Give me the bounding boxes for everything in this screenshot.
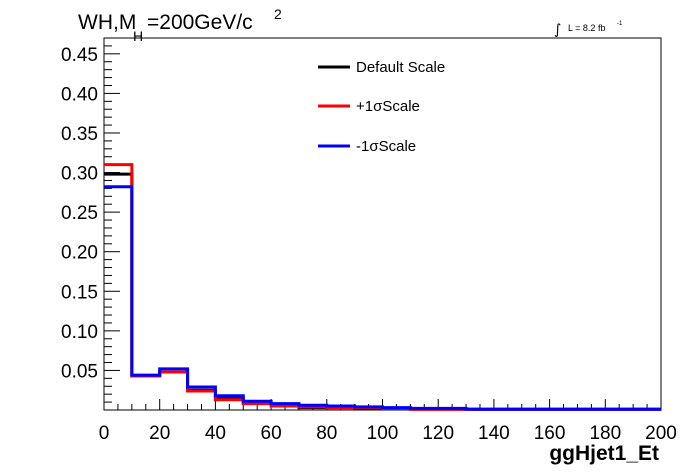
series-minus1sigma-scale [104, 185, 661, 411]
chart-title-rest: =200GeV/c [147, 11, 253, 34]
y-tick-label: 0.05 [61, 361, 98, 382]
x-tick-label: 200 [645, 423, 677, 444]
luminosity-label: L = 8.2 fb [568, 23, 605, 33]
y-tick-label: 0.45 [61, 45, 98, 66]
plot-frame [103, 37, 662, 411]
y-tick-label: 0.25 [61, 203, 98, 224]
x-tick-label: 100 [367, 423, 399, 444]
x-tick-label: 160 [534, 423, 566, 444]
legend-label-minus1sigma: -1σScale [356, 138, 416, 155]
legend: Default Scale +1σScale -1σScale [318, 59, 445, 155]
y-tick-label: 0.10 [61, 322, 98, 343]
axis-ticks [103, 37, 662, 410]
legend-label-default: Default Scale [356, 59, 445, 76]
series-layer [104, 163, 661, 411]
x-tick-label: 140 [478, 423, 510, 444]
x-tick-label: 40 [205, 423, 226, 444]
integral-symbol: ∫ [554, 22, 561, 38]
y-tick-label: 0.35 [61, 124, 98, 145]
y-tick-label: 0.40 [61, 84, 98, 105]
y-tick-labels: 0.05 0.10 0.15 0.20 0.25 0.30 0.35 0.40 0.45 [61, 45, 98, 383]
x-tick-label: 20 [149, 423, 170, 444]
x-tick-labels: 0 20 40 60 80 100 120 140 160 180 200 [99, 423, 677, 444]
luminosity-superscript: -1 [617, 21, 623, 27]
x-tick-label: 60 [261, 423, 282, 444]
y-tick-label: 0.30 [61, 164, 98, 185]
x-tick-label: 180 [589, 423, 621, 444]
chart-title-superscript: 2 [274, 6, 282, 22]
x-tick-label: 80 [316, 423, 337, 444]
x-axis-label: ggHjet1_Et [549, 442, 659, 465]
chart-title: WH,M [78, 11, 136, 34]
x-tick-label: 0 [99, 423, 110, 444]
x-tick-label: 120 [422, 423, 454, 444]
chart-title-subscript: H [133, 28, 143, 44]
legend-label-plus1sigma: +1σScale [356, 98, 420, 115]
y-tick-label: 0.15 [61, 282, 98, 303]
y-tick-label: 0.20 [61, 243, 98, 264]
